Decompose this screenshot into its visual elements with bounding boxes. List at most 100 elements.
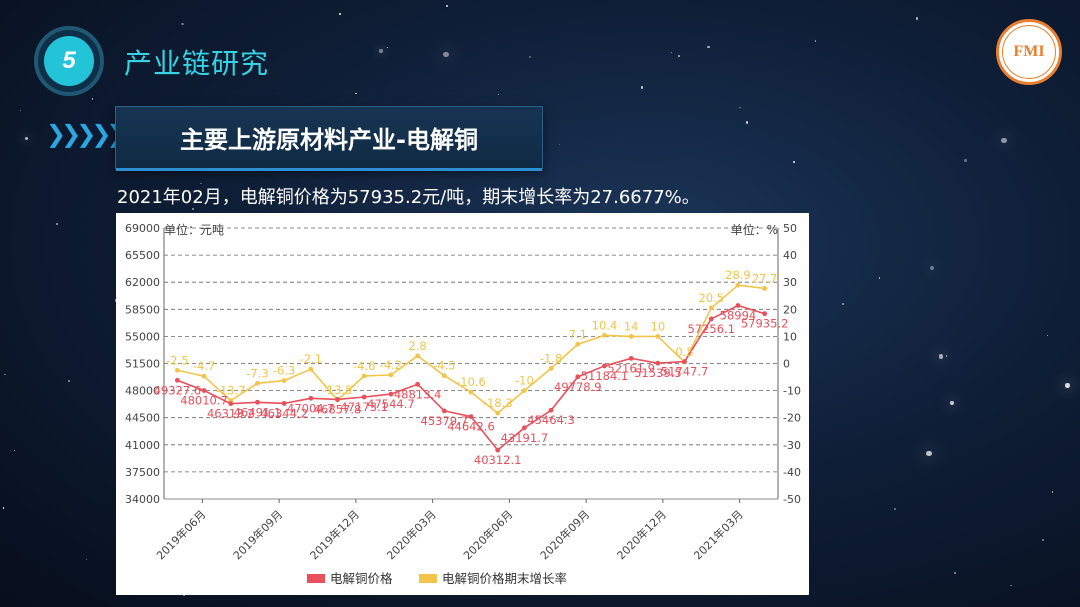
data-label: 47544.7 xyxy=(367,397,415,411)
data-point xyxy=(201,388,207,393)
data-label: 46857.8 xyxy=(314,402,362,416)
right-y-tick-label: -30 xyxy=(783,439,801,452)
subtitle-banner: 主要上游原材料产业-电解铜 xyxy=(115,106,543,171)
star xyxy=(379,49,383,53)
star xyxy=(707,46,710,49)
data-point xyxy=(468,414,474,419)
data-point xyxy=(628,355,634,361)
data-point xyxy=(361,373,367,379)
star xyxy=(739,106,741,108)
star xyxy=(929,266,934,271)
data-label: -7.3 xyxy=(246,366,268,380)
data-point xyxy=(548,407,554,413)
data-point xyxy=(174,377,180,383)
x-tick-label: 2020年09月 xyxy=(537,507,592,562)
left-unit-label: 单位：元吨 xyxy=(164,222,224,237)
section-title: 产业链研究 xyxy=(124,47,270,80)
data-label: 20.5 xyxy=(698,291,724,305)
right-y-tick-label: -40 xyxy=(783,466,801,479)
left-y-tick-label: 65500 xyxy=(125,249,160,262)
data-point xyxy=(762,286,768,291)
star xyxy=(640,86,644,89)
data-point xyxy=(308,366,314,372)
star xyxy=(91,98,94,101)
description-text: 2021年02月，电解铜价格为57935.2元/吨，期末增长率为27.6677%… xyxy=(117,187,700,208)
growth-data-labels: -2.5 -4.7-13.7-7.3 -6.3 -2.1 -13.5-4.6 -4.2 2.… xyxy=(166,268,777,410)
right-y-tick-label: 50 xyxy=(783,222,797,235)
star xyxy=(1041,538,1044,541)
company-logo: FMI xyxy=(996,19,1062,85)
data-point xyxy=(281,378,287,383)
left-y-tick-label: 62000 xyxy=(125,276,160,289)
data-point xyxy=(602,332,607,338)
data-label: 46313.2 xyxy=(207,407,255,421)
data-label: 40312.1 xyxy=(474,453,522,467)
star xyxy=(497,94,499,96)
data-point xyxy=(174,367,180,373)
data-label: 7.1 xyxy=(569,327,587,341)
star xyxy=(879,277,881,279)
data-point xyxy=(495,410,501,416)
data-label: 49327.6 xyxy=(154,383,202,397)
left-y-tick-label: 34000 xyxy=(125,493,160,506)
data-point xyxy=(441,408,447,414)
growth-series xyxy=(174,282,768,416)
star xyxy=(793,160,796,163)
data-point xyxy=(602,363,607,369)
star xyxy=(181,22,184,25)
data-label: 10 xyxy=(651,319,666,333)
x-tick-label: 2020年03月 xyxy=(384,507,439,562)
star xyxy=(964,159,967,162)
star xyxy=(446,5,448,7)
data-label: 46491.1 xyxy=(234,405,282,419)
star xyxy=(950,401,954,406)
right-unit-label: 单位：% xyxy=(731,222,778,237)
left-y-tick-label: 58500 xyxy=(125,303,160,316)
price-series xyxy=(174,303,768,453)
data-label: 0.5 xyxy=(675,345,693,359)
legend-swatch-price xyxy=(307,574,325,583)
data-point xyxy=(628,334,634,339)
x-tick-label: 2021年03月 xyxy=(691,507,746,562)
data-label: 28.9 xyxy=(725,268,751,282)
data-point xyxy=(415,381,421,387)
star xyxy=(1001,137,1007,144)
right-y-tick-label: -20 xyxy=(783,412,801,425)
data-label: -4.2 xyxy=(380,358,402,372)
section-number-badge: 5 xyxy=(34,26,104,96)
data-label: -10.6 xyxy=(456,375,486,389)
data-label: -1.8 xyxy=(540,351,562,365)
right-y-tick-label: 30 xyxy=(783,276,797,289)
data-label: 47004.7 xyxy=(287,401,335,415)
data-point xyxy=(575,374,581,380)
star xyxy=(19,110,21,112)
chevron-arrows-icon: ❯❯❯❯❯ xyxy=(46,120,127,148)
data-label: -18.3 xyxy=(483,396,513,410)
chart-axes xyxy=(163,228,779,499)
x-tick-label: 2020年06月 xyxy=(460,507,515,562)
data-point xyxy=(708,316,714,322)
data-point xyxy=(708,305,714,311)
data-label: 51747.7 xyxy=(661,365,709,379)
left-y-tick-label: 51500 xyxy=(125,358,160,371)
data-label: 45464.3 xyxy=(527,413,575,427)
star xyxy=(1046,334,1048,336)
price-growth-line-chart: 单位：元吨 单位：% 69000 65500 62000 58500 55000 5150… xyxy=(125,222,801,586)
star xyxy=(3,507,5,509)
data-label: 51184.1 xyxy=(581,369,629,383)
star xyxy=(443,51,449,58)
right-y-tick-label: 10 xyxy=(783,330,797,343)
data-point xyxy=(255,380,260,386)
chart-legend: 电解铜价格 电解铜价格期末增长率 xyxy=(307,571,567,586)
star xyxy=(386,46,389,48)
star xyxy=(67,380,70,383)
data-point xyxy=(388,372,394,378)
star xyxy=(671,52,673,54)
star xyxy=(528,56,531,59)
data-point xyxy=(201,373,207,379)
right-y-tick-label: -10 xyxy=(783,385,801,398)
data-label: 48010.7 xyxy=(180,394,228,408)
star xyxy=(915,17,918,20)
data-point xyxy=(388,391,394,397)
star xyxy=(548,199,551,201)
